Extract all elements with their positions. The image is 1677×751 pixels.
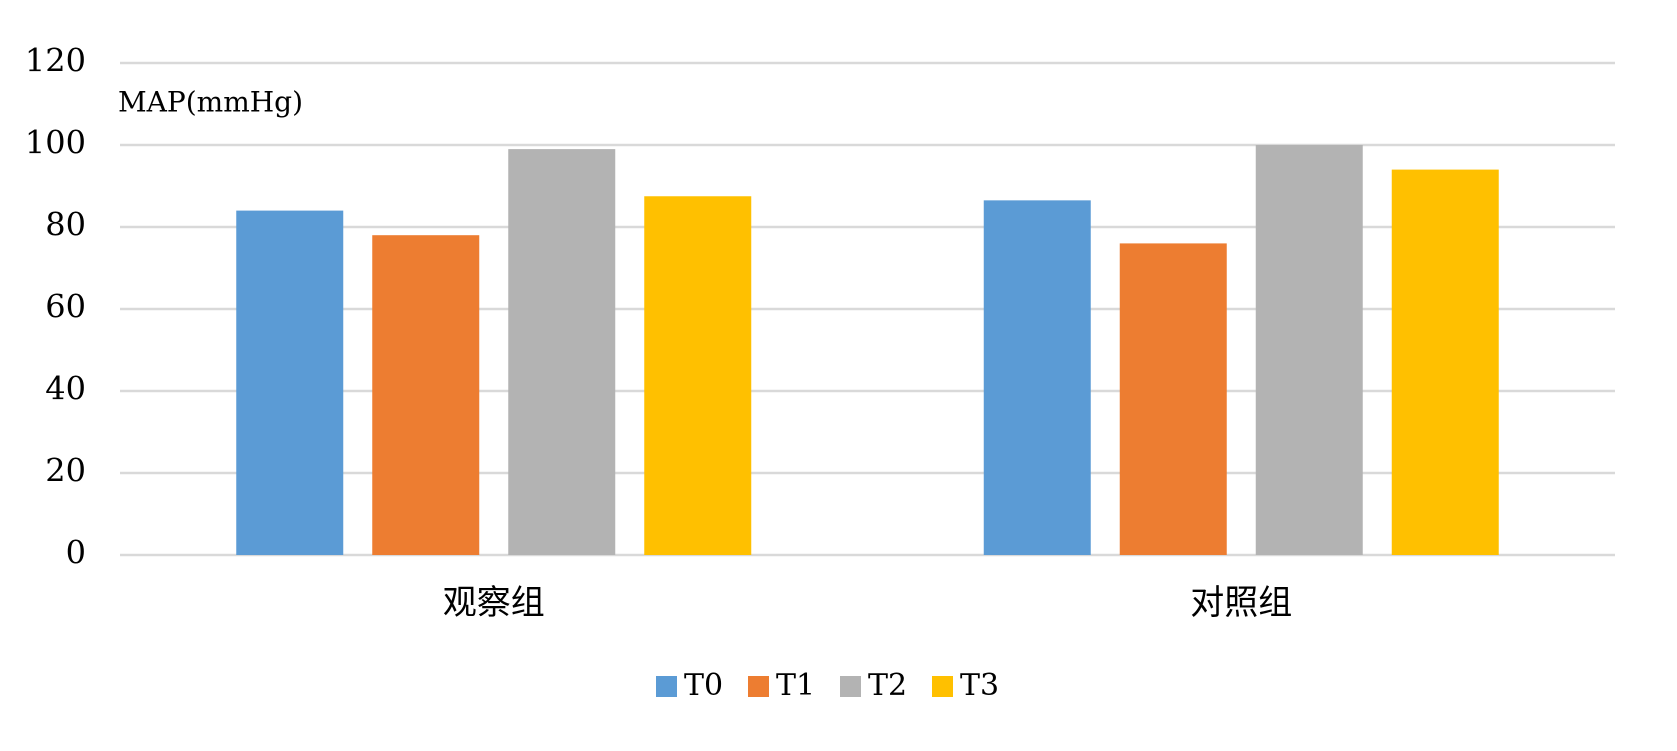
legend-swatch <box>656 676 677 697</box>
bar <box>1119 243 1227 555</box>
y-tick-label: 20 <box>45 452 86 490</box>
legend-swatch <box>748 676 769 697</box>
legend-label: T1 <box>776 668 815 703</box>
y-axis-label: MAP(mmHg) <box>118 86 303 119</box>
x-tick-label: 对照组 <box>1190 583 1292 623</box>
y-tick-label: 120 <box>25 42 86 80</box>
legend-swatch <box>932 676 953 697</box>
bar <box>983 200 1091 555</box>
legend-swatch <box>840 676 861 697</box>
y-tick-label: 40 <box>45 370 86 408</box>
legend-label: T2 <box>868 668 907 703</box>
legend-label: T3 <box>960 668 999 703</box>
y-tick-label: 100 <box>25 124 86 162</box>
x-tick-label: 观察组 <box>443 583 545 623</box>
bar <box>1391 169 1499 555</box>
y-tick-label: 60 <box>45 288 86 326</box>
bar <box>1255 145 1363 555</box>
bar <box>644 196 752 555</box>
legend-label: T0 <box>684 668 723 703</box>
bar <box>508 149 616 555</box>
bar <box>236 210 344 555</box>
y-tick-label: 80 <box>45 206 86 244</box>
bar <box>372 235 480 555</box>
y-tick-label: 0 <box>66 534 86 572</box>
